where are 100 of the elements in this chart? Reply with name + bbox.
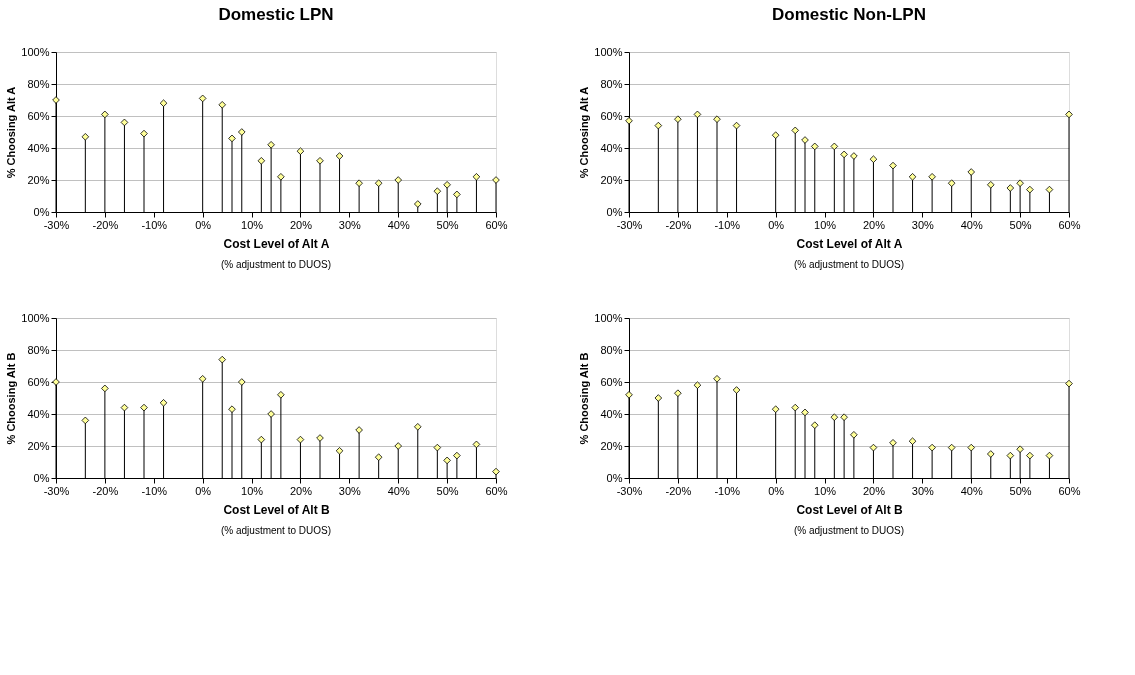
x-tick-label: -30%	[616, 484, 643, 497]
y-axis-title: % Choosing Alt A	[578, 86, 591, 179]
x-tick-label: 20%	[289, 484, 313, 497]
point	[81, 133, 90, 141]
point	[355, 426, 363, 434]
point	[869, 443, 878, 452]
point	[654, 121, 663, 130]
point	[830, 413, 839, 421]
point	[52, 96, 60, 104]
point	[625, 391, 633, 399]
y-tick-label: 40%	[600, 141, 623, 154]
point	[987, 450, 995, 458]
point	[267, 141, 275, 149]
point	[947, 179, 956, 187]
point	[1016, 179, 1024, 187]
point	[414, 423, 422, 431]
point	[198, 94, 207, 103]
x-tick-label: 60%	[485, 218, 508, 231]
point	[732, 386, 741, 394]
point	[433, 187, 442, 195]
point	[159, 99, 168, 107]
x-tick-label: 40%	[387, 484, 410, 497]
point	[238, 378, 246, 386]
x-tick-label: 30%	[911, 484, 935, 497]
x-tick-label: -30%	[43, 218, 70, 231]
point	[316, 434, 324, 442]
x-tick-label: 0%	[195, 484, 212, 497]
y-axis-title: % Choosing Alt B	[578, 352, 591, 445]
y-tick-label: 80%	[27, 77, 50, 90]
y-tick-label: 20%	[27, 439, 50, 452]
point	[296, 435, 305, 444]
x-tick-label: 10%	[814, 218, 837, 231]
point	[1065, 379, 1073, 388]
point	[869, 155, 878, 163]
point	[811, 142, 819, 151]
point	[394, 176, 402, 184]
point	[693, 110, 702, 119]
x-tick-label: 10%	[241, 484, 264, 497]
point	[908, 173, 917, 181]
x-tick-label: -20%	[665, 484, 692, 497]
x-tick-label: -20%	[92, 218, 119, 231]
point	[277, 391, 285, 399]
point	[1065, 110, 1073, 119]
point	[1016, 445, 1024, 453]
x-tick-label: 40%	[387, 218, 410, 231]
x-tick-label: 10%	[814, 484, 837, 497]
x-tick-label: -10%	[141, 484, 168, 497]
x-tick-label: 40%	[960, 484, 983, 497]
y-tick-label: 60%	[600, 109, 623, 122]
y-tick-label: 100%	[594, 45, 623, 58]
y-tick-label: 80%	[27, 343, 50, 356]
point	[1026, 451, 1034, 460]
x-tick-label: 50%	[1009, 218, 1032, 231]
x-tick-label: 0%	[195, 218, 212, 231]
y-tick-label: 20%	[600, 173, 623, 186]
x-tick-label: -20%	[92, 484, 119, 497]
y-tick-label: 60%	[27, 375, 50, 388]
y-tick-label: 20%	[27, 173, 50, 186]
text: (% adjustment to DUOS)	[793, 525, 905, 536]
text: (% adjustment to DUOS)	[793, 259, 905, 270]
point	[140, 129, 148, 138]
y-tick-label: 40%	[27, 141, 50, 154]
point	[1045, 451, 1054, 460]
point	[335, 152, 344, 160]
y-tick-label: 80%	[600, 77, 623, 90]
point	[374, 179, 383, 187]
point	[967, 443, 975, 452]
point	[850, 431, 858, 439]
point	[674, 389, 682, 397]
point	[296, 147, 305, 155]
y-tick-label: 20%	[600, 439, 623, 452]
point	[453, 190, 461, 199]
point	[267, 410, 275, 418]
point	[218, 101, 226, 109]
point	[277, 173, 285, 181]
point	[101, 384, 109, 393]
y-tick-label: 0%	[606, 471, 623, 484]
point	[811, 421, 819, 429]
x-tick-label: 20%	[862, 218, 886, 231]
x-axis-title: Cost Level of Alt A	[223, 236, 330, 251]
y-tick-label: 60%	[27, 109, 50, 122]
x-tick-label: 30%	[338, 484, 362, 497]
text: (% adjustment to DUOS)	[220, 525, 332, 536]
point	[120, 118, 129, 127]
x-tick-label: 50%	[436, 484, 459, 497]
x-tick-label: -10%	[714, 484, 741, 497]
point	[791, 126, 799, 135]
point	[472, 173, 481, 181]
x-tick-label: 10%	[241, 218, 264, 231]
point	[355, 179, 363, 187]
point	[443, 181, 451, 189]
point	[1006, 184, 1015, 192]
x-tick-label: -30%	[616, 218, 643, 231]
point	[228, 405, 236, 413]
y-axis-title: % Choosing Alt A	[5, 86, 18, 179]
point	[257, 435, 266, 444]
point	[159, 399, 168, 407]
y-tick-label: 80%	[600, 343, 623, 356]
point	[101, 110, 109, 119]
point	[492, 176, 500, 184]
